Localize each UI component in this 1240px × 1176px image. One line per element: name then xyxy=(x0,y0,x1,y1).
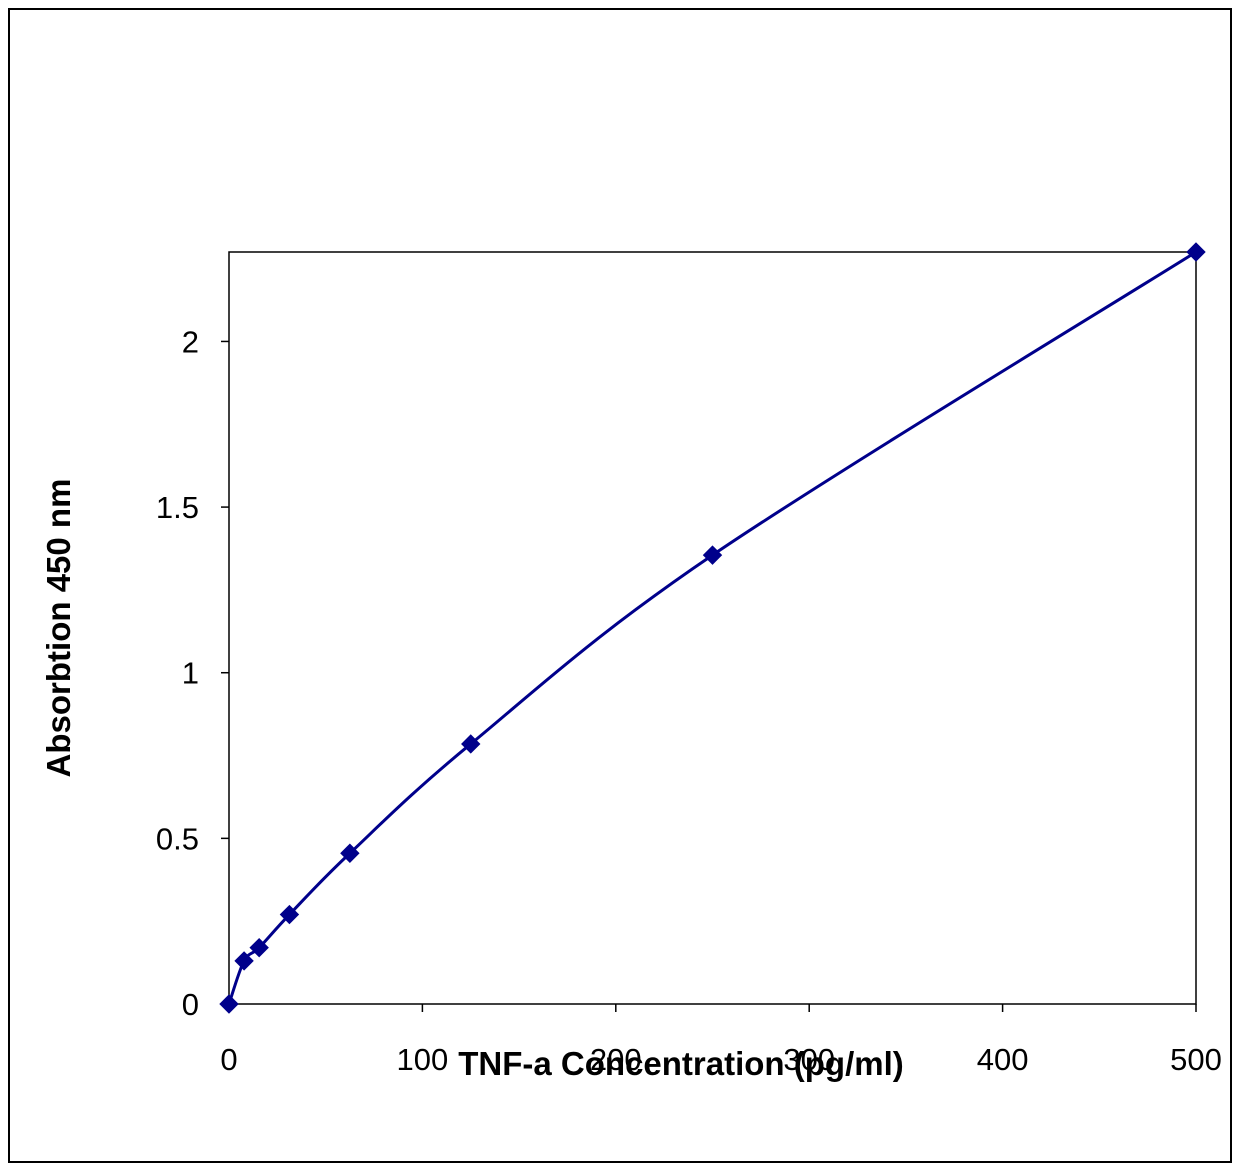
y-axis-title: Absorbtion 450 nm xyxy=(40,479,77,778)
x-tick-label: 300 xyxy=(783,1042,835,1077)
data-point-marker xyxy=(219,994,239,1014)
data-point-marker xyxy=(249,937,269,958)
x-tick-label: 400 xyxy=(977,1042,1029,1077)
data-point-marker xyxy=(234,951,254,971)
plot-area xyxy=(228,251,1197,1005)
y-axis-ticks: 0 0.5 1 1.5 2 xyxy=(156,324,229,1022)
data-point-marker xyxy=(279,904,300,925)
y-tick-label: 2 xyxy=(182,324,199,359)
data-point-marker xyxy=(702,545,723,565)
data-point-marker xyxy=(461,734,481,754)
y-tick-label: 1.5 xyxy=(156,490,199,525)
x-axis-ticks: 0 100 200 300 400 500 xyxy=(220,1004,1222,1077)
x-tick-label: 0 xyxy=(220,1042,237,1077)
x-tick-label: 100 xyxy=(397,1042,449,1077)
data-point-marker xyxy=(1186,242,1206,262)
y-tick-label: 0.5 xyxy=(156,821,199,856)
x-axis-title: TNF-a Concentration (pg/ml) xyxy=(458,1045,903,1082)
y-tick-label: 0 xyxy=(182,987,199,1022)
x-tick-label: 500 xyxy=(1170,1042,1222,1077)
data-point-marker xyxy=(340,843,360,863)
x-tick-label: 200 xyxy=(590,1042,642,1077)
series-layer xyxy=(219,242,1206,1014)
y-tick-label: 1 xyxy=(182,656,199,691)
